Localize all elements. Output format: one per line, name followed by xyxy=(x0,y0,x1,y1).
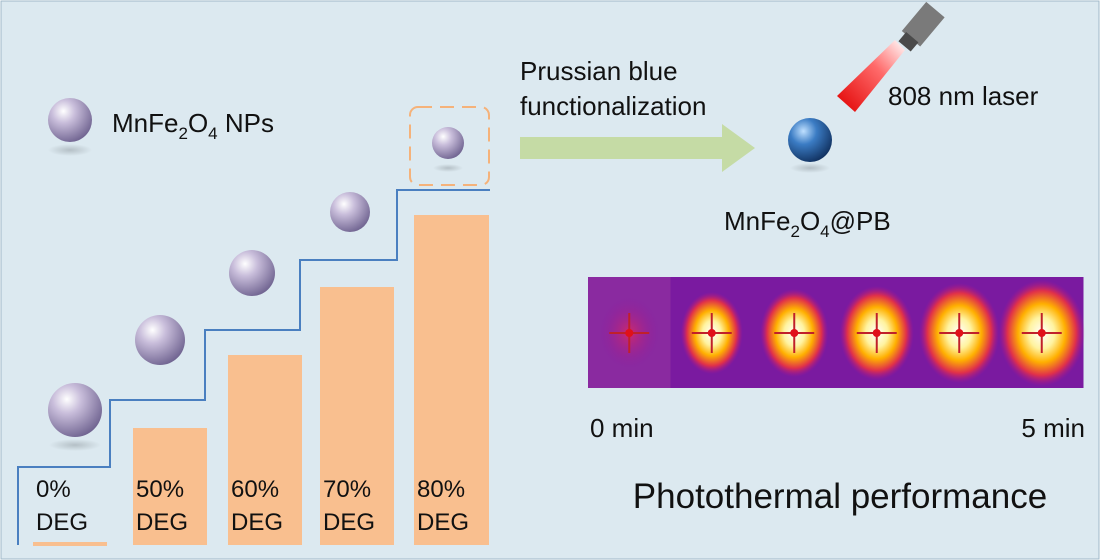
shadow xyxy=(49,439,101,451)
crosshair-dot xyxy=(872,329,881,337)
bar xyxy=(133,428,207,545)
bar-label: DEG xyxy=(231,509,283,536)
crosshair-dot xyxy=(707,329,716,337)
bar-label: 0% xyxy=(36,476,71,503)
text: O xyxy=(800,206,820,236)
laser-beam xyxy=(837,40,905,112)
product-particle xyxy=(788,118,832,162)
nanoparticle xyxy=(48,383,102,437)
text: @PB xyxy=(830,206,891,236)
bar xyxy=(414,215,489,545)
arrow-label: functionalization xyxy=(520,91,706,121)
arrow xyxy=(520,124,755,172)
bar-label: 50% xyxy=(136,476,184,503)
bar-label: DEG xyxy=(136,509,188,536)
product-label: MnFe2O4@PB xyxy=(724,206,891,241)
thermal-images xyxy=(588,277,1085,388)
text: NPs xyxy=(218,108,274,138)
laser-label: 808 nm laser xyxy=(888,81,1039,111)
crosshair-dot xyxy=(955,329,964,337)
legend-label: MnFe2O4 NPs xyxy=(112,108,274,143)
bar-label: 60% xyxy=(231,476,279,503)
subscript: 4 xyxy=(208,124,217,143)
subscript: 2 xyxy=(178,124,187,143)
staircase xyxy=(17,189,490,545)
bar-label: 80% xyxy=(417,476,465,503)
nanoparticle xyxy=(229,250,275,296)
bar-labels: 0% DEG 50% DEG 60% DEG 70% DEG 80% DEG xyxy=(36,476,469,536)
nanoparticle xyxy=(432,127,464,159)
shadow xyxy=(433,164,463,172)
time-label: 5 min xyxy=(1021,413,1085,443)
nanoparticle xyxy=(135,315,185,365)
shadow xyxy=(790,163,830,173)
shadow xyxy=(48,144,92,156)
crosshair-dot xyxy=(1037,329,1046,337)
arrow-label: Prussian blue xyxy=(520,56,678,86)
bar xyxy=(320,287,394,545)
bar xyxy=(228,355,302,545)
subscript: 4 xyxy=(820,222,829,241)
text: MnFe xyxy=(724,206,790,236)
caption: Photothermal performance xyxy=(633,477,1047,516)
bar-label: DEG xyxy=(36,509,88,536)
nanoparticle xyxy=(48,98,92,142)
crosshair-dot xyxy=(625,329,634,337)
laser-body xyxy=(901,1,945,47)
bar-label: DEG xyxy=(323,509,375,536)
subscript: 2 xyxy=(790,222,799,241)
text: MnFe xyxy=(112,108,178,138)
nanoparticle xyxy=(330,192,370,232)
bar-label: DEG xyxy=(417,509,469,536)
crosshair-dot xyxy=(790,329,799,337)
time-label: 0 min xyxy=(590,413,654,443)
laser-nozzle xyxy=(898,32,919,52)
bar-label: 70% xyxy=(323,476,371,503)
highlight-box xyxy=(409,106,490,186)
laser-device xyxy=(898,1,945,52)
particles xyxy=(48,106,490,451)
text: O xyxy=(188,108,208,138)
